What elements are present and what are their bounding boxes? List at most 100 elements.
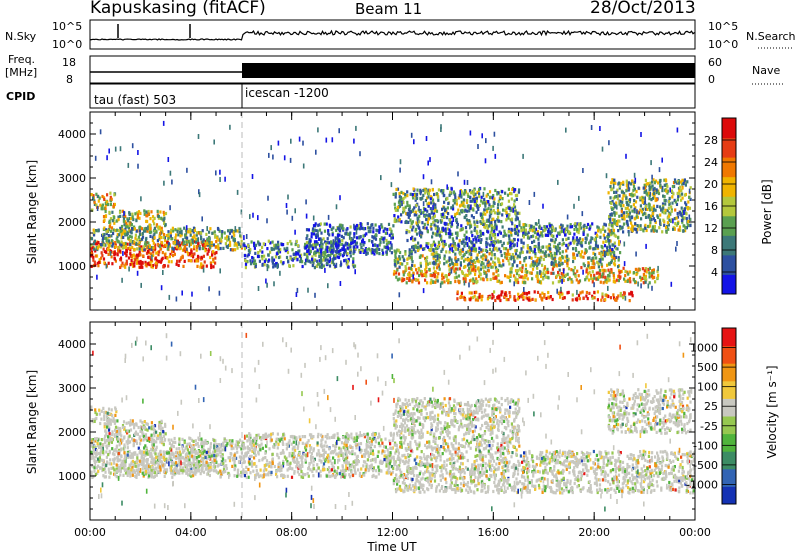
scatter-cell <box>337 245 340 249</box>
scatter-cell <box>461 249 464 253</box>
scatter-cell <box>497 257 500 261</box>
scatter-cell <box>326 245 329 249</box>
scatter-cell <box>617 269 621 273</box>
scatter-cell <box>433 223 436 227</box>
scatter-cell <box>97 443 100 448</box>
scatter-cell <box>137 425 140 430</box>
scatter-cell <box>605 294 608 298</box>
scatter-cell <box>234 248 237 252</box>
scatter-cell <box>334 256 337 260</box>
scatter-cell <box>355 125 357 131</box>
scatter-cell <box>386 249 388 255</box>
scatter-cell <box>332 244 335 250</box>
scatter-cell <box>172 254 175 258</box>
scatter-cell <box>613 297 617 302</box>
scatter-cell <box>581 238 584 242</box>
scatter-cell <box>595 240 598 244</box>
scatter-cell <box>215 170 217 176</box>
scatter-cell <box>411 208 415 212</box>
scatter-cell <box>233 462 236 466</box>
scatter-cell <box>575 225 578 229</box>
scatter-cell <box>240 470 243 474</box>
scatter-cell <box>541 263 544 267</box>
scatter-cell <box>628 211 631 215</box>
scatter-cell <box>432 220 435 224</box>
scatter-cell <box>169 252 172 256</box>
scatter-cell <box>666 185 669 189</box>
scatter-cell <box>541 291 544 295</box>
scatter-cell <box>117 215 120 219</box>
scatter-cell <box>470 252 473 257</box>
scatter-cell <box>189 230 192 234</box>
scatter-cell <box>441 207 444 211</box>
scatter-cell <box>110 408 113 412</box>
scatter-cell <box>648 275 651 279</box>
scatter-cell <box>437 272 440 276</box>
scatter-cell <box>611 178 614 182</box>
scatter-cell <box>152 425 155 429</box>
scatter-cell <box>417 278 420 282</box>
scatter-cell <box>455 247 458 251</box>
scatter-cell <box>613 262 616 266</box>
scatter-cell <box>670 189 673 193</box>
scatter-cell <box>149 435 152 439</box>
scatter-cell <box>533 290 536 294</box>
scatter-cell <box>137 163 139 169</box>
scatter-cell <box>599 235 602 239</box>
scatter-cell <box>600 264 604 268</box>
scatter-cell <box>244 262 248 266</box>
scatter-cell <box>146 438 149 442</box>
scatter-cell <box>337 250 340 254</box>
scatter-cell <box>592 256 595 260</box>
scatter-cell <box>478 203 481 207</box>
scatter-cell <box>549 224 552 228</box>
scatter-cell <box>650 217 653 222</box>
scatter-cell <box>633 227 636 231</box>
scatter-cell <box>529 298 532 302</box>
scatter-cell <box>561 254 564 259</box>
scatter-cell <box>397 249 400 253</box>
scatter-cell <box>289 157 292 163</box>
scatter-cell <box>485 245 488 249</box>
scatter-cell <box>622 180 625 184</box>
scatter-cell <box>598 258 601 262</box>
scatter-cell <box>473 228 476 232</box>
scatter-cell <box>92 258 95 262</box>
scatter-cell <box>468 245 471 249</box>
scatter-cell <box>513 295 516 299</box>
scatter-cell <box>614 255 618 259</box>
scatter-cell <box>684 225 687 229</box>
nave-label: Nave <box>752 64 780 77</box>
scatter-cell <box>316 264 319 268</box>
scatter-cell <box>485 224 488 228</box>
scatter-cell <box>103 417 106 421</box>
scatter-cell <box>512 207 514 213</box>
scatter-cell <box>636 215 639 219</box>
scatter-cell <box>658 167 661 173</box>
scatter-cell <box>191 238 194 244</box>
scatter-cell <box>556 288 558 294</box>
scatter-cell <box>503 232 506 236</box>
scatter-cell <box>97 264 100 268</box>
scatter-cell <box>440 249 443 253</box>
scatter-cell <box>105 263 108 269</box>
scatter-cell <box>672 192 675 196</box>
scatter-cell <box>112 231 115 236</box>
scatter-cell <box>492 217 495 221</box>
scatter-cell <box>607 294 610 299</box>
scatter-cell <box>476 203 479 209</box>
scatter-cell <box>494 256 497 260</box>
scatter-cell <box>436 245 439 249</box>
scatter-cell <box>116 239 119 243</box>
scatter-cell <box>479 220 482 224</box>
scatter-cell <box>533 239 536 243</box>
scatter-cell <box>505 218 508 222</box>
scatter-cell <box>463 252 466 256</box>
scatter-cell <box>561 278 563 284</box>
scatter-cell <box>151 215 155 219</box>
scatter-cell <box>369 226 372 230</box>
scatter-cell <box>680 198 683 202</box>
scatter-cell <box>202 238 205 242</box>
scatter-cell <box>570 268 573 272</box>
scatter-cell <box>503 251 506 256</box>
